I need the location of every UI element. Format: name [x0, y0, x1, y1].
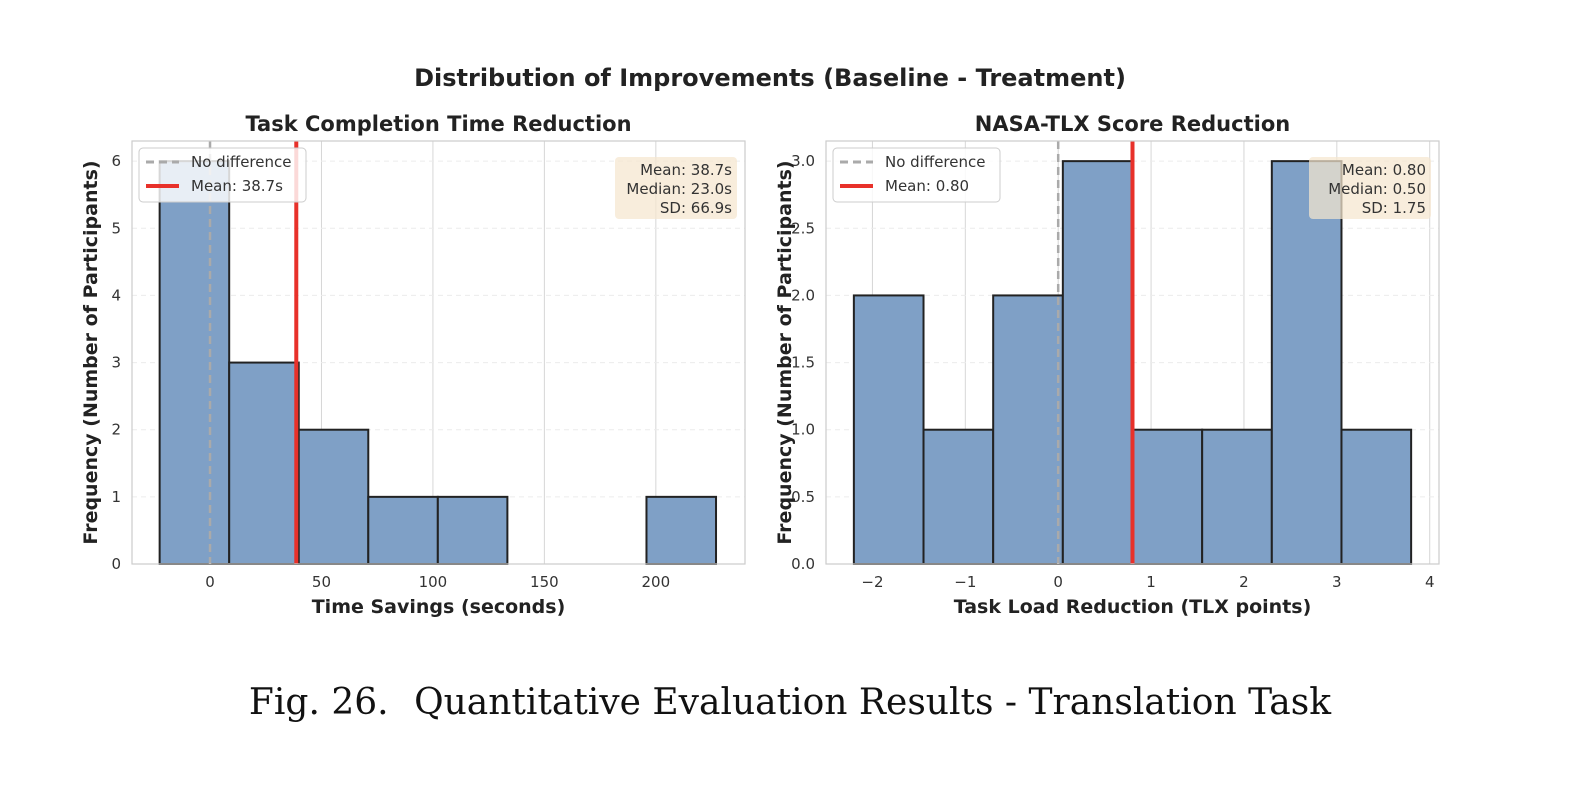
x-tick-label: 50 [312, 573, 331, 591]
y-tick-label: 2 [111, 421, 121, 439]
histogram-bar [436, 495, 509, 566]
y-tick-label: 6 [111, 152, 121, 170]
caption-text: Quantitative Evaluation Results - Transl… [414, 682, 1332, 723]
y-axis-label: Frequency (Number of Participants) [80, 160, 102, 544]
figure: Distribution of Improvements (Baseline -… [80, 64, 1440, 618]
histogram-bar [1201, 428, 1273, 566]
stats-box-background [1309, 157, 1431, 219]
x-axis-label: Time Savings (seconds) [312, 596, 566, 618]
y-tick-label: 1.0 [791, 421, 815, 439]
histogram-bar [1340, 428, 1413, 566]
caption-label: Fig. 26. [248, 682, 389, 723]
y-tick-label: 4 [111, 286, 121, 304]
y-tick-label: 0 [111, 555, 121, 573]
legend: No difference Mean: 0.80 [832, 147, 1001, 203]
x-tick-label: 3 [1332, 573, 1342, 591]
figure-caption: Fig. 26. Quantitative Evaluation Results… [0, 682, 1580, 723]
y-axis-label: Frequency (Number of Participants) [774, 160, 796, 544]
stats-text: Median: 23.0s [626, 180, 732, 198]
stats-box-background [615, 157, 737, 219]
x-tick-label: 100 [419, 573, 448, 591]
histogram-bar [852, 294, 925, 565]
y-tick-label: 0.5 [791, 488, 815, 506]
axes-frame [131, 140, 746, 565]
figure-suptitle: Distribution of Improvements (Baseline -… [414, 64, 1126, 92]
x-tick-label: −2 [861, 573, 883, 591]
histogram-bar [158, 160, 231, 565]
y-tick-label: 2.0 [791, 286, 815, 304]
panel-time-reduction: 0 50 100 150 200 0 1 2 3 4 5 6 Task Completion Time … [80, 112, 746, 618]
histogram-bar [228, 361, 300, 566]
histogram-bar [922, 428, 995, 566]
histogram-bar [1270, 160, 1343, 565]
legend-box [832, 147, 1001, 203]
y-tick-label: 1 [111, 488, 121, 506]
y-tick-label: 2.5 [791, 219, 815, 237]
legend-label: Mean: 38.7s [191, 177, 283, 195]
x-tick-label: 1 [1146, 573, 1156, 591]
x-tick-label: 2 [1239, 573, 1249, 591]
x-tick-label: 0 [205, 573, 215, 591]
subplot-title: NASA-TLX Score Reduction [975, 112, 1290, 136]
histogram-bar [1061, 160, 1134, 565]
legend-box [138, 147, 307, 203]
stats-text: Mean: 38.7s [640, 161, 732, 179]
x-tick-label: 150 [530, 573, 559, 591]
panel-tlx-reduction: −2 −1 0 1 2 3 4 0.0 0.5 1.0 1.5 2.0 2.5 3.0 NASA-TLX S… [774, 112, 1440, 618]
stats-text: SD: 66.9s [660, 199, 732, 217]
histogram-bar [645, 495, 718, 566]
legend: No difference Mean: 38.7s [138, 147, 307, 203]
x-tick-label: 4 [1425, 573, 1435, 591]
stats-text: SD: 1.75 [1362, 199, 1426, 217]
stats-text: Mean: 0.80 [1342, 161, 1426, 179]
subplot-title: Task Completion Time Reduction [245, 112, 631, 136]
x-axis-label: Task Load Reduction (TLX points) [954, 596, 1312, 618]
stats-text: Median: 0.50 [1328, 180, 1426, 198]
axes-frame [825, 140, 1440, 565]
y-tick-label: 5 [111, 219, 121, 237]
y-tick-label: 0.0 [791, 555, 815, 573]
legend-label: No difference [885, 153, 985, 171]
histogram-bar [367, 495, 439, 566]
y-tick-label: 3 [111, 354, 121, 372]
y-tick-label: 1.5 [791, 354, 815, 372]
x-tick-label: 200 [642, 573, 671, 591]
histogram-bar [1131, 428, 1204, 566]
histogram-bar [297, 428, 370, 566]
legend-label: Mean: 0.80 [885, 177, 969, 195]
legend-label: No difference [191, 153, 291, 171]
x-tick-label: −1 [954, 573, 976, 591]
histogram-bar [992, 294, 1064, 565]
y-tick-label: 3.0 [791, 152, 815, 170]
x-tick-label: 0 [1053, 573, 1063, 591]
